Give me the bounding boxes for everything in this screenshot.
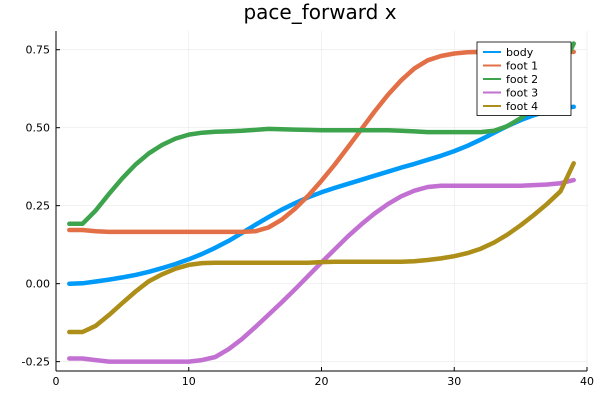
- y-tick-label: 0.50: [26, 122, 51, 135]
- y-tick-label: 0.00: [26, 278, 51, 291]
- series-line-body: [67, 104, 576, 286]
- legend-label: foot 4: [506, 100, 538, 113]
- legend-label: foot 3: [506, 87, 538, 100]
- legend-label: foot 2: [506, 73, 538, 86]
- tick-labels: 0 10 20 30 40 -0.25 0.00 0.25 0.50 0.75: [22, 44, 594, 388]
- legend-label: foot 1: [506, 60, 538, 73]
- x-tick-label: 30: [447, 375, 461, 388]
- series-line-foot-4: [67, 161, 576, 335]
- chart-title: pace_forward x: [243, 0, 396, 24]
- legend-label: body: [506, 46, 534, 59]
- y-tick-label: 0.75: [26, 44, 51, 57]
- y-tick-label: -0.25: [22, 356, 50, 369]
- x-tick-label: 0: [53, 375, 60, 388]
- x-tick-label: 40: [580, 375, 594, 388]
- axes: [55, 31, 588, 372]
- y-tick-label: 0.25: [26, 200, 51, 213]
- x-tick-label: 20: [315, 375, 329, 388]
- series-line-foot-2: [67, 41, 576, 227]
- x-tick-label: 10: [182, 375, 196, 388]
